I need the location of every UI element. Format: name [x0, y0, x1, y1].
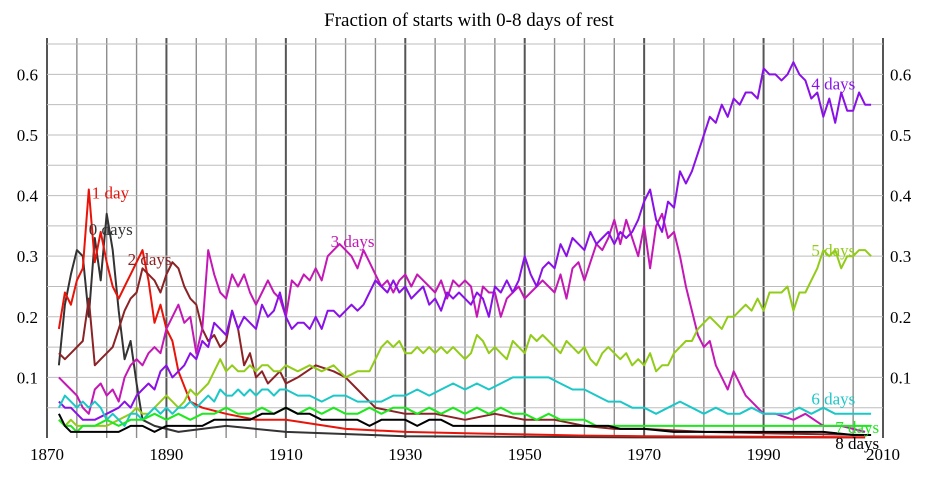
axis-ticks: 0.1 0.1 0.2 0.2 0.3 0.3 0.4 0.4 0.5 0.5 0.6 0.6 1870…	[17, 65, 912, 464]
series-line-8-days	[58, 406, 872, 436]
chart-title: Fraction of starts with 0-8 days of rest	[324, 10, 614, 31]
series-line-1-day	[57, 188, 866, 439]
series-line-0-days	[57, 212, 866, 439]
y-tick-label-left: 0.5	[17, 126, 38, 145]
x-tick-label: 2010	[866, 445, 900, 464]
x-tick-label: 1990	[747, 445, 781, 464]
y-tick-label-right: 0.2	[890, 308, 911, 327]
series-label-4-days: 4 days	[811, 74, 855, 93]
series-line-4-days	[58, 61, 872, 421]
y-tick-label-left: 0.4	[17, 187, 39, 206]
y-tick-label-right: 0.3	[890, 247, 911, 266]
series-label-6-days: 6 days	[811, 390, 855, 409]
x-tick-label: 1950	[508, 445, 542, 464]
series-line-7-days	[58, 406, 872, 433]
y-tick-label-left: 0.3	[17, 247, 38, 266]
y-tick-label-right: 0.6	[890, 65, 911, 84]
series-label-0-days: 0 days	[89, 220, 133, 239]
x-tick-label: 1930	[388, 445, 422, 464]
y-tick-label-right: 0.1	[890, 368, 911, 387]
series-line-3-days	[58, 212, 866, 433]
series-label-8-days: 8 days	[835, 434, 879, 453]
x-tick-label: 1910	[269, 445, 303, 464]
y-tick-label-right: 0.4	[890, 187, 912, 206]
series-label-1-day: 1 day	[92, 184, 130, 203]
x-tick-label: 1870	[30, 445, 64, 464]
series-lines	[57, 61, 872, 439]
y-tick-label-left: 0.2	[17, 308, 38, 327]
series-label-5-days: 5 days	[811, 241, 855, 260]
y-tick-label-left: 0.1	[17, 368, 38, 387]
x-tick-label: 1890	[149, 445, 183, 464]
y-tick-label-left: 0.6	[17, 65, 38, 84]
series-labels: 0 days 1 day 2 days 3 days 4 days 5 days 6 day…	[89, 74, 879, 452]
series-line-5-days	[58, 249, 872, 427]
y-tick-label-right: 0.5	[890, 126, 911, 145]
series-line-6-days	[58, 376, 872, 427]
grid	[46, 38, 884, 438]
series-line-2-days	[58, 261, 866, 436]
series-label-3-days: 3 days	[331, 232, 375, 251]
series-label-2-days: 2 days	[128, 250, 172, 269]
series-label-7-days: 7 days	[835, 418, 879, 437]
x-tick-label: 1970	[627, 445, 661, 464]
